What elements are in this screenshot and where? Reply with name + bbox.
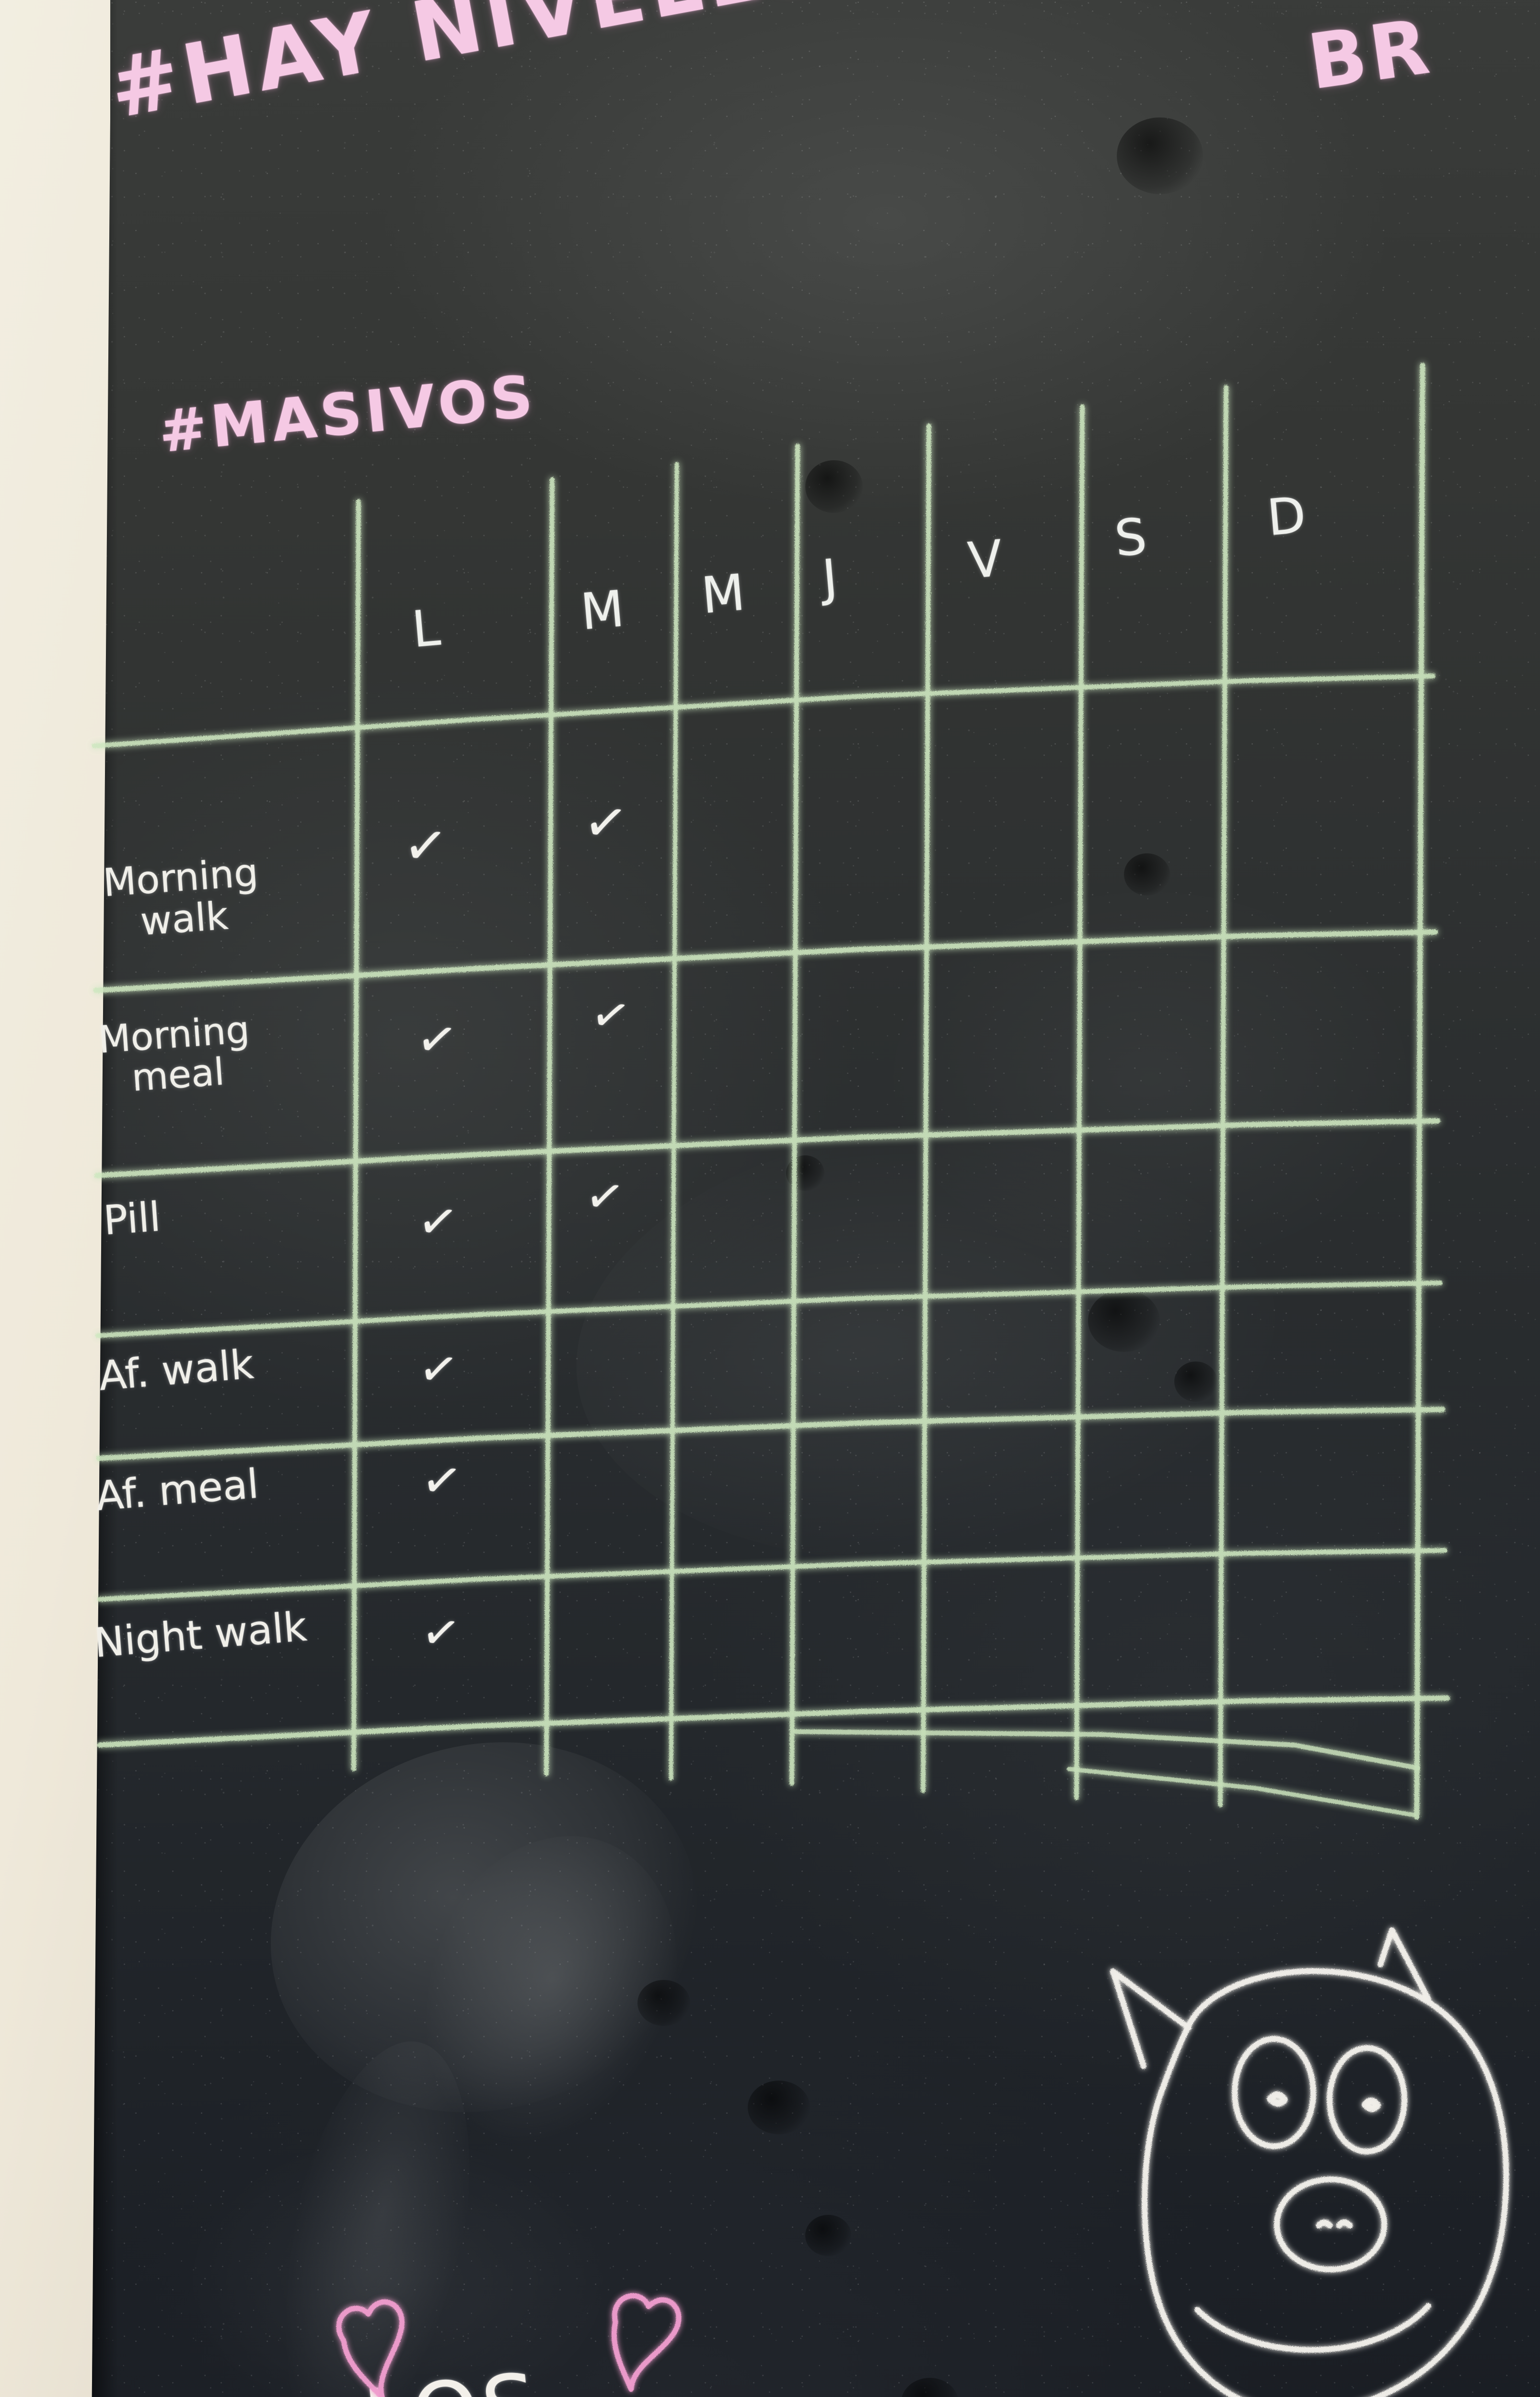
row-label-morning-meal: Morning meal: [97, 1008, 254, 1100]
heart-icon: [336, 2299, 405, 2397]
day-header-D: D: [1264, 485, 1308, 547]
row-label-line1: Morning: [97, 1008, 251, 1062]
check-morning-walk-L[interactable]: ✓: [400, 813, 451, 879]
check-morning-walk-M1[interactable]: ✓: [579, 789, 632, 856]
row-label-line1: Morning: [102, 849, 260, 906]
row-label-morning-walk: Morning walk: [102, 849, 263, 944]
day-header-S: S: [1112, 507, 1149, 568]
row-label-line1: Pill: [102, 1193, 162, 1245]
chalkboard-surface: [86, 0, 1540, 2397]
heart-icon: [611, 2293, 682, 2392]
day-header-M2: M: [699, 563, 747, 625]
day-header-V: V: [965, 529, 1005, 590]
row-label-pill: Pill: [102, 1193, 162, 1245]
wall-edge: [0, 0, 110, 2397]
day-header-M1: M: [578, 579, 626, 641]
heart-doodles: [336, 2293, 682, 2397]
row-label-af-walk: Af. walk: [97, 1340, 255, 1400]
day-header-L: L: [409, 598, 443, 659]
row-label-line1: Af. walk: [97, 1340, 255, 1400]
devil-pig-face-drawing: [1110, 1927, 1509, 2397]
headline-primary-tail: BR: [1303, 2, 1438, 107]
